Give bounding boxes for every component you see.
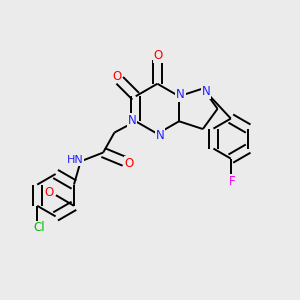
Text: N: N (201, 85, 210, 98)
Text: O: O (124, 157, 134, 170)
Text: HN: HN (67, 155, 84, 165)
Text: Cl: Cl (33, 221, 44, 234)
Text: O: O (45, 186, 54, 199)
Text: F: F (229, 175, 236, 188)
Text: O: O (112, 70, 122, 83)
Text: N: N (156, 129, 165, 142)
Text: O: O (153, 50, 163, 62)
Text: N: N (128, 114, 136, 127)
Text: N: N (176, 88, 185, 101)
